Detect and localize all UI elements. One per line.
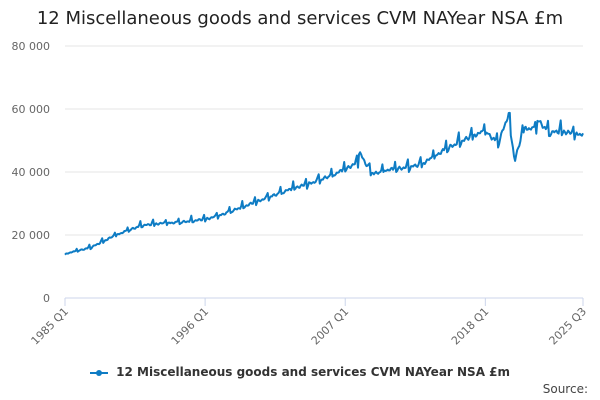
x-tick-label: 2025 Q3 bbox=[547, 305, 590, 348]
x-tick-label: 1985 Q1 bbox=[29, 305, 72, 348]
tick-labels: 0 20 000 40 000 60 000 80 000 1985 Q1 1996 Q1 2… bbox=[12, 40, 590, 347]
legend-label: 12 Miscellaneous goods and services CVM … bbox=[116, 365, 511, 379]
y-tick-label: 0 bbox=[43, 292, 50, 305]
y-tick-label: 40 000 bbox=[12, 166, 51, 179]
chart-plot: 0 20 000 40 000 60 000 80 000 1985 Q1 1996 Q1 2… bbox=[12, 40, 590, 347]
chart-title: 12 Miscellaneous goods and services CVM … bbox=[36, 8, 564, 29]
series-line[interactable] bbox=[64, 111, 584, 256]
x-tick-label: 1996 Q1 bbox=[169, 305, 212, 348]
axes bbox=[64, 297, 584, 306]
series-layer bbox=[64, 111, 584, 256]
source-label: Source: bbox=[542, 382, 588, 396]
x-tick-label: 2018 Q1 bbox=[449, 305, 492, 348]
x-tick-label: 2007 Q1 bbox=[309, 305, 352, 348]
y-tick-label: 80 000 bbox=[12, 40, 51, 53]
y-tick-label: 60 000 bbox=[12, 103, 51, 116]
gridlines bbox=[65, 45, 583, 299]
y-tick-label: 20 000 bbox=[12, 229, 51, 242]
legend[interactable]: 12 Miscellaneous goods and services CVM … bbox=[0, 365, 600, 379]
legend-line-marker-icon bbox=[89, 368, 108, 378]
